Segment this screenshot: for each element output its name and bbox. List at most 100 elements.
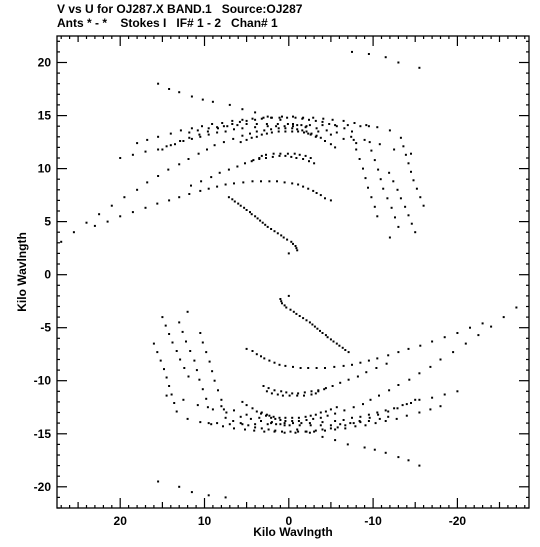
data-point xyxy=(165,376,168,379)
data-point xyxy=(334,124,337,127)
data-point xyxy=(270,228,273,230)
data-point xyxy=(290,240,293,243)
data-point xyxy=(199,332,202,334)
data-point xyxy=(404,153,407,156)
data-point xyxy=(286,152,289,155)
data-point xyxy=(179,140,182,142)
data-point xyxy=(270,392,273,395)
data-point xyxy=(464,342,467,345)
data-point xyxy=(244,428,246,431)
data-point xyxy=(304,415,307,418)
data-point xyxy=(222,141,225,144)
data-point xyxy=(258,157,261,159)
data-point xyxy=(136,142,139,145)
data-point xyxy=(245,413,248,416)
data-point xyxy=(393,407,396,410)
data-point xyxy=(315,127,318,130)
data-point xyxy=(412,179,415,182)
data-point xyxy=(319,424,322,427)
data-point xyxy=(200,180,203,183)
data-point xyxy=(190,137,193,140)
data-point xyxy=(368,416,371,419)
data-point xyxy=(356,375,359,378)
data-point xyxy=(302,158,305,160)
data-point xyxy=(414,398,417,401)
data-point xyxy=(233,409,235,412)
data-point xyxy=(308,124,311,127)
data-point xyxy=(157,82,160,85)
data-point xyxy=(394,216,396,219)
data-point xyxy=(222,125,225,128)
data-point xyxy=(265,132,268,135)
data-point xyxy=(273,230,276,233)
data-point xyxy=(429,408,432,411)
data-point xyxy=(227,168,230,171)
data-point xyxy=(201,98,204,101)
data-point xyxy=(169,132,172,135)
data-point xyxy=(165,145,168,148)
data-point xyxy=(276,393,279,396)
data-point xyxy=(199,189,202,192)
data-point xyxy=(165,394,168,397)
y-tick-label: -20 xyxy=(34,480,52,494)
data-point xyxy=(322,117,325,120)
data-point xyxy=(190,184,192,187)
data-point xyxy=(189,350,192,352)
data-point xyxy=(281,430,283,433)
data-point xyxy=(231,198,234,201)
data-point xyxy=(333,365,336,368)
data-point xyxy=(224,130,227,133)
data-point xyxy=(222,408,225,411)
data-point xyxy=(390,206,393,209)
y-tick-label: 10 xyxy=(38,162,52,176)
data-point xyxy=(296,428,299,431)
data-point xyxy=(313,325,316,328)
data-point xyxy=(243,206,246,209)
data-point xyxy=(254,423,257,426)
data-point xyxy=(276,123,279,125)
data-point xyxy=(326,414,329,417)
data-point xyxy=(326,336,329,339)
data-point xyxy=(266,115,269,118)
data-point xyxy=(224,183,227,186)
data-point xyxy=(397,351,400,354)
data-point xyxy=(385,362,388,365)
data-point xyxy=(168,385,171,387)
data-point xyxy=(290,155,293,158)
data-point xyxy=(199,421,202,424)
data-point xyxy=(232,137,235,140)
data-point xyxy=(296,249,299,252)
data-point xyxy=(305,430,308,433)
data-point xyxy=(255,130,258,133)
data-point xyxy=(208,360,211,363)
data-point xyxy=(136,188,139,191)
data-point xyxy=(317,130,320,133)
data-point xyxy=(211,100,214,103)
data-point xyxy=(228,103,231,106)
data-point xyxy=(342,137,345,140)
data-point xyxy=(280,234,283,237)
data-point xyxy=(185,340,187,343)
data-point xyxy=(352,422,355,425)
data-point xyxy=(274,429,277,432)
data-point xyxy=(342,119,345,122)
data-point xyxy=(277,130,280,133)
data-point xyxy=(205,397,208,400)
data-point xyxy=(351,50,353,53)
data-point xyxy=(233,427,235,430)
data-point xyxy=(232,420,235,422)
data-point xyxy=(407,459,410,462)
data-point xyxy=(213,379,216,382)
data-point xyxy=(119,215,122,218)
data-point xyxy=(275,125,278,128)
data-point xyxy=(254,111,257,114)
data-point xyxy=(258,416,261,419)
data-point xyxy=(351,130,353,133)
data-point xyxy=(233,128,235,131)
data-point xyxy=(342,364,345,367)
data-point xyxy=(339,423,342,426)
data-point xyxy=(399,136,402,139)
data-point xyxy=(164,324,167,327)
data-point xyxy=(284,127,287,130)
data-point xyxy=(273,389,276,392)
